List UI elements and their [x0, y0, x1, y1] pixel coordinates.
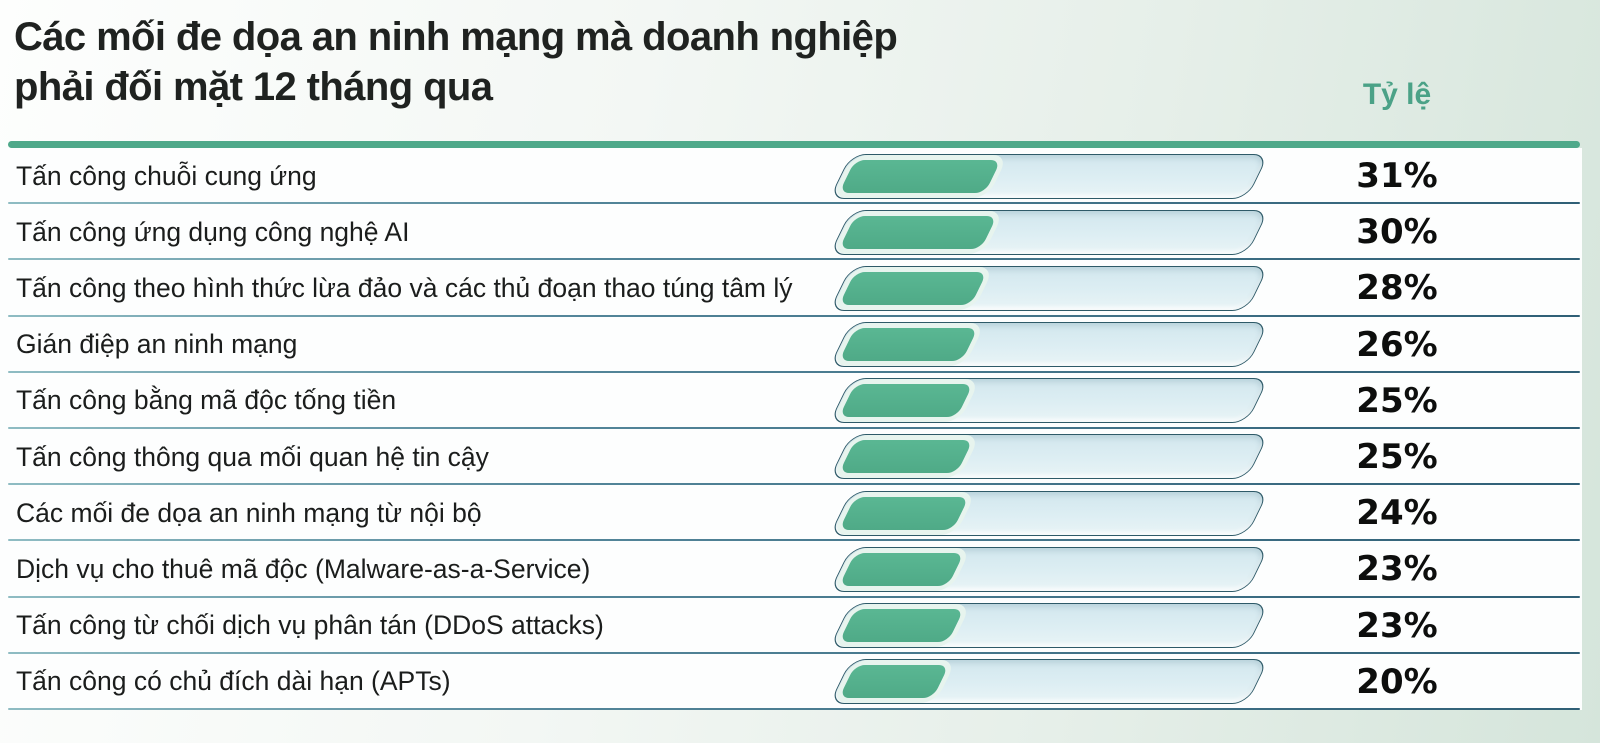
page-title-line1: Các mối đe dọa an ninh mạng mà doanh ngh… [14, 15, 898, 59]
threat-row: Tấn công từ chối dịch vụ phân tán (DDoS … [0, 597, 1582, 654]
bar-track [829, 546, 1269, 592]
row-separator [8, 202, 1580, 205]
bar-fill [838, 609, 964, 642]
bar-track [829, 265, 1269, 311]
header-divider [8, 141, 1580, 148]
bar-fill [838, 215, 997, 249]
threat-row: Các mối đe dọa an ninh mạng từ nội bộ 24% [0, 485, 1582, 542]
row-separator [8, 539, 1580, 542]
bar-fill [838, 496, 969, 530]
row-separator [8, 314, 1580, 317]
row-separator [8, 651, 1580, 654]
bar-fill [838, 384, 974, 418]
threat-row: Dịch vụ cho thuê mã độc (Malware-as-a-Se… [0, 541, 1582, 598]
threat-label: Tấn công có chủ đích dài hạn (APTs) [16, 666, 451, 697]
bar-fill [838, 159, 1002, 193]
threat-row: Tấn công bằng mã độc tống tiền 25% [0, 372, 1582, 429]
row-separator [8, 370, 1580, 373]
threat-label: Gián điệp an ninh mạng [16, 329, 298, 360]
percent-value: 26% [1356, 324, 1438, 365]
row-separator [8, 426, 1580, 429]
threat-label: Các mối đe dọa an ninh mạng từ nội bộ [16, 497, 482, 528]
bar-track [829, 659, 1269, 705]
percent-value: 25% [1356, 437, 1438, 478]
bar-track [829, 603, 1269, 648]
percent-value: 30% [1356, 212, 1438, 253]
page-title-line2: phải đối mặt 12 tháng qua [14, 65, 493, 109]
row-separator [8, 595, 1580, 598]
threat-label: Tấn công bằng mã độc tống tiền [16, 385, 397, 416]
percent-value: 23% [1356, 605, 1438, 646]
bar-fill [838, 440, 974, 474]
threat-list: Tấn công chuỗi cung ứng 31% Tấn công ứng d… [0, 148, 1582, 710]
threat-row: Tấn công ứng dụng công nghệ AI 30% [0, 204, 1582, 261]
bar-fill [838, 271, 988, 305]
bar-fill [838, 665, 950, 699]
bar-track [829, 322, 1269, 368]
threat-label: Tấn công ứng dụng công nghệ AI [16, 216, 410, 247]
page-title: Các mối đe dọa an ninh mạng mà doanh ngh… [14, 12, 898, 112]
percent-value: 25% [1356, 380, 1438, 421]
bar-fill [838, 328, 978, 362]
bar-track [829, 209, 1269, 255]
threat-label: Tấn công theo hình thức lừa đảo và các t… [16, 272, 793, 303]
row-separator [8, 483, 1580, 486]
threat-row: Tấn công chuỗi cung ứng 31% [0, 148, 1582, 205]
bar-track [829, 378, 1269, 424]
percent-value: 28% [1356, 268, 1438, 309]
threat-label: Tấn công thông qua mối quan hệ tin cậy [16, 441, 489, 472]
bar-track [829, 153, 1269, 199]
percent-value: 20% [1356, 661, 1438, 702]
threat-row: Tấn công có chủ đích dài hạn (APTs) 20% [0, 653, 1582, 710]
percent-value: 23% [1356, 549, 1438, 590]
threat-label: Dịch vụ cho thuê mã độc (Malware-as-a-Se… [16, 553, 591, 584]
row-separator [8, 258, 1580, 261]
bar-track [829, 434, 1269, 480]
threat-row: Tấn công theo hình thức lừa đảo và các t… [0, 260, 1582, 317]
row-separator [8, 707, 1580, 710]
threat-row: Tấn công thông qua mối quan hệ tin cậy 25… [0, 428, 1582, 486]
percent-value: 24% [1356, 493, 1438, 534]
percent-value: 31% [1356, 156, 1438, 197]
threat-row: Gián điệp an ninh mạng 26% [0, 316, 1582, 373]
threat-label: Tấn công chuỗi cung ứng [16, 160, 317, 191]
rate-column-header: Tỷ lệ [1362, 78, 1432, 111]
threat-label: Tấn công từ chối dịch vụ phân tán (DDoS … [16, 610, 604, 641]
bar-fill [838, 552, 964, 586]
bar-track [829, 490, 1269, 536]
